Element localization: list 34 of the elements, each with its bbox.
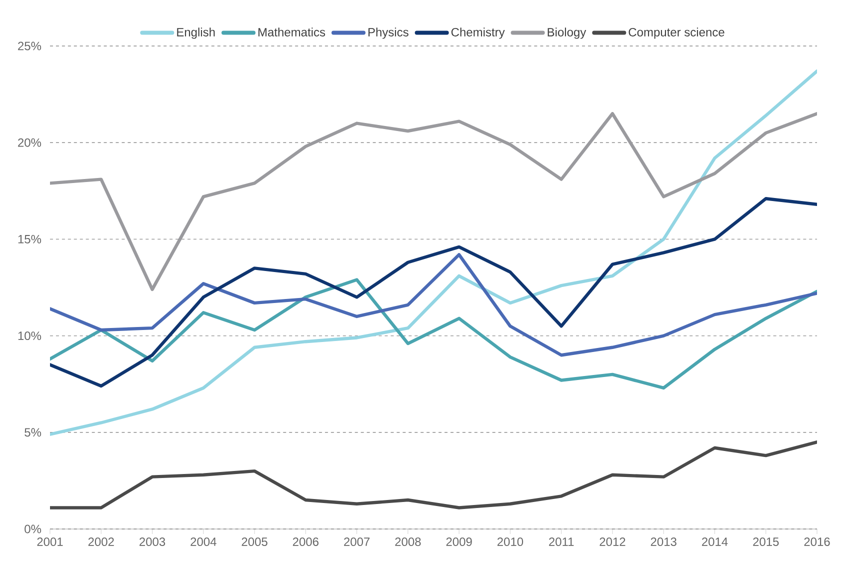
x-tick-label: 2007 [344, 538, 370, 546]
line-series [50, 70, 818, 436]
x-tick-label: 2003 [140, 538, 166, 546]
x-tick-label: 2013 [650, 538, 676, 546]
x-tick-label: 2009 [446, 538, 472, 546]
x-tick-label: 2004 [190, 538, 216, 546]
x-tick-label: 2010 [497, 538, 524, 546]
line-series [50, 112, 818, 292]
legend-label: Mathematics [258, 28, 326, 36]
legend-label: Computer science [628, 28, 724, 39]
x-tick-label: 2002 [88, 538, 114, 546]
line-series [50, 278, 818, 390]
x-tick-label: 2008 [395, 538, 421, 546]
y-tick-label: 0% [24, 524, 42, 534]
x-tick-label: 2011 [549, 538, 574, 546]
legend-label: Biology [548, 28, 586, 39]
x-tick-label: 2001 [37, 538, 63, 546]
y-tick-label: 20% [18, 138, 42, 147]
legend-label: Physics [368, 28, 408, 39]
y-tick-label: 5% [24, 428, 42, 437]
x-tick-label: 2014 [702, 538, 728, 546]
x-tick-label: 2015 [753, 538, 779, 546]
y-tick-label: 15% [18, 234, 42, 244]
line-series [50, 197, 818, 388]
y-tick-label: 10% [18, 332, 42, 340]
y-tick-label: 25% [18, 42, 42, 50]
line-series [50, 440, 818, 510]
legend-label: English [177, 28, 215, 39]
x-tick-label: 2006 [292, 538, 318, 546]
x-tick-label: 2005 [242, 538, 268, 546]
legend-label: Chemistry [451, 28, 505, 39]
line-series [50, 253, 818, 357]
x-tick-label: 2012 [600, 538, 626, 546]
x-tick-label: 2016 [804, 538, 830, 546]
